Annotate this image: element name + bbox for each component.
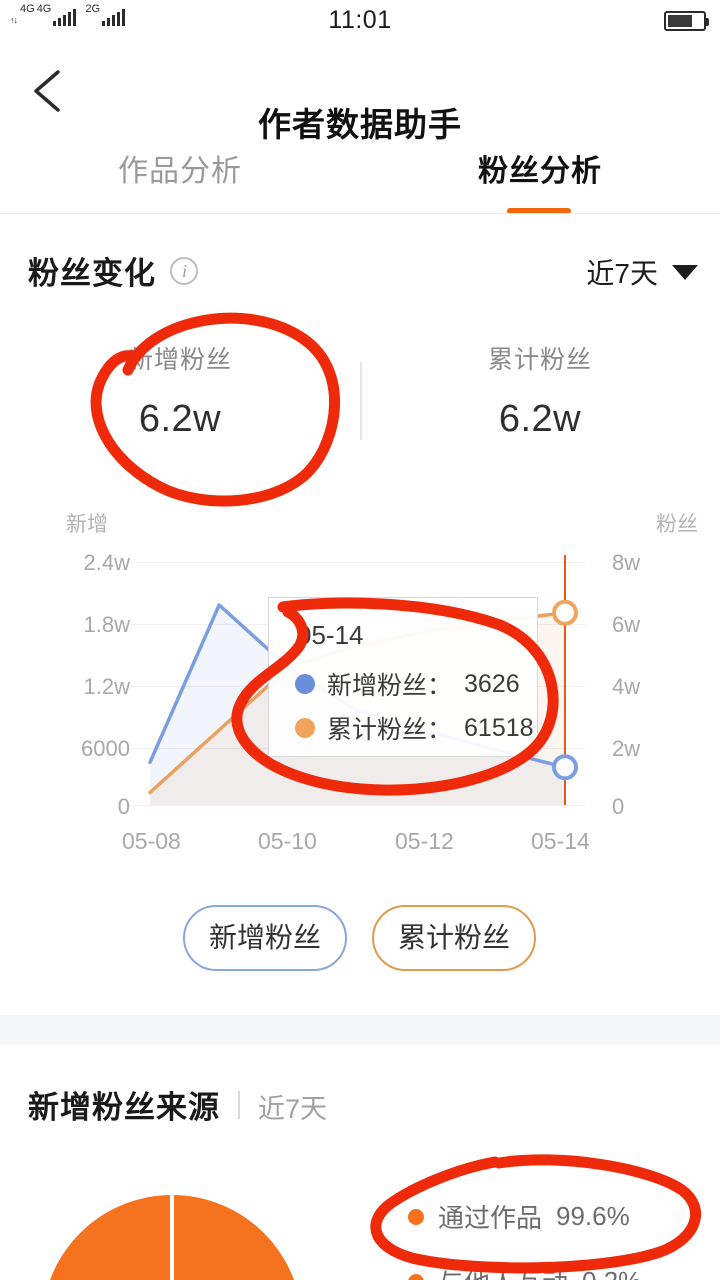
tooltip-label-new-fans: 新增粉丝： <box>327 672 453 700</box>
nav-bar: 作者数据助手 <box>0 40 720 143</box>
pie-legend-label-works: 通过作品 <box>438 1203 543 1233</box>
fans-change-header: 粉丝变化 i <box>28 248 199 298</box>
pie-legend-item-interaction[interactable]: 与他人互动 0.2% <box>408 1263 641 1280</box>
info-icon[interactable]: i <box>170 257 199 285</box>
pie-legend-value-interaction: 0.2% <box>582 1266 641 1280</box>
fans-source-header: 新增粉丝来源 近7天 <box>28 1082 327 1127</box>
legend-pill-new-fans[interactable]: 新增粉丝 <box>183 905 347 971</box>
stat-new-fans-label: 新增粉丝 <box>127 346 232 374</box>
right-axis-tick: 0 <box>612 794 625 819</box>
tooltip-label-total-fans: 累计粉丝： <box>327 716 453 744</box>
left-axis-name: 新增 <box>66 513 108 536</box>
network-label-0: 4G <box>20 3 35 15</box>
fans-change-title: 粉丝变化 <box>28 256 156 291</box>
fans-source-range: 近7天 <box>258 1094 328 1124</box>
chevron-down-icon <box>672 264 698 280</box>
pie-legend-label-interaction: 与他人互动 <box>438 1263 568 1280</box>
pie-legend-item-works[interactable]: 通过作品 99.6% <box>408 1198 641 1235</box>
fans-source-pie-chart[interactable] <box>48 1150 298 1280</box>
range-selector-label: 近7天 <box>586 258 658 289</box>
fans-stats: 新增粉丝 6.2w 累计粉丝 6.2w <box>0 340 720 460</box>
x-axis-tick: 05-08 <box>122 828 181 854</box>
tab-bar: 作品分析 粉丝分析 <box>0 140 720 214</box>
signal-bars-icon-1 <box>53 8 77 26</box>
marker-new-fans <box>552 754 578 781</box>
right-axis-tick: 4w <box>612 674 641 699</box>
tooltip-date: 05-14 <box>297 620 364 650</box>
tab-active-indicator <box>507 208 571 214</box>
left-axis-tick: 6000 <box>81 736 130 761</box>
stat-new-fans[interactable]: 新增粉丝 6.2w <box>0 340 360 441</box>
x-axis-tick: 05-10 <box>258 828 317 854</box>
header-divider <box>238 1090 240 1119</box>
gridline <box>130 562 585 563</box>
data-transfer-icon: ↑↓ <box>10 15 18 25</box>
legend-pill-total-fans[interactable]: 累计粉丝 <box>372 905 536 971</box>
left-axis-tick: 0 <box>117 794 130 819</box>
legend-dot-total-fans <box>295 718 315 738</box>
fans-source-legend: 通过作品 99.6% 与他人互动 0.2% <box>408 1198 641 1280</box>
tooltip-value-total-fans: 61518 <box>464 713 534 742</box>
left-axis-tick: 2.4w <box>83 550 130 575</box>
range-selector[interactable]: 近7天 <box>586 252 698 292</box>
right-axis-tick: 6w <box>612 612 641 637</box>
network-label-1: 4G <box>36 3 52 15</box>
x-axis-tick: 05-12 <box>395 828 454 854</box>
fans-source-title: 新增粉丝来源 <box>28 1090 220 1125</box>
tab-fans-analysis[interactable]: 粉丝分析 <box>478 155 602 188</box>
tab-bar-divider <box>0 213 720 214</box>
page-title: 作者数据助手 <box>258 106 462 143</box>
stat-new-fans-value: 6.2w <box>138 398 222 440</box>
status-bar-time: 11:01 <box>328 6 392 34</box>
legend-dot-works <box>408 1208 424 1225</box>
legend-dot-new-fans <box>295 674 315 694</box>
tab-works-analysis[interactable]: 作品分析 <box>118 155 242 188</box>
stat-total-fans-value: 6.2w <box>498 398 582 440</box>
right-axis-name: 粉丝 <box>656 513 698 536</box>
stat-divider <box>360 362 362 440</box>
marker-total-fans <box>552 599 578 626</box>
x-axis-tick: 05-14 <box>531 828 590 854</box>
status-bar: ↑↓ 4G 4G 2G 11:01 <box>0 0 720 40</box>
tooltip-value-new-fans: 3626 <box>464 669 520 698</box>
chart-tooltip: 05-14 新增粉丝： 3626 累计粉丝： 61518 <box>268 597 538 757</box>
stat-total-fans[interactable]: 累计粉丝 6.2w <box>360 340 720 441</box>
chart-legend-pills: 新增粉丝 累计粉丝 <box>0 905 720 975</box>
pie-legend-value-works: 99.6% <box>556 1201 630 1231</box>
battery-icon <box>664 11 709 31</box>
left-axis-tick: 1.2w <box>83 674 130 699</box>
legend-dot-interaction <box>408 1273 424 1280</box>
stat-total-fans-label: 累计粉丝 <box>487 346 592 374</box>
chevron-left-icon[interactable] <box>22 64 76 118</box>
tooltip-row-total-fans: 累计粉丝： 61518 <box>295 710 534 746</box>
network-label-2: 2G <box>85 3 101 15</box>
status-bar-signals: ↑↓ 4G 4G 2G <box>10 3 126 26</box>
section-separator <box>0 1015 720 1045</box>
right-axis-tick: 8w <box>612 550 641 575</box>
signal-bars-icon-2 <box>102 8 126 26</box>
gridline <box>130 805 585 806</box>
right-axis-tick: 2w <box>612 736 641 761</box>
tooltip-row-new-fans: 新增粉丝： 3626 <box>295 666 520 702</box>
left-axis-tick: 1.8w <box>83 612 130 637</box>
